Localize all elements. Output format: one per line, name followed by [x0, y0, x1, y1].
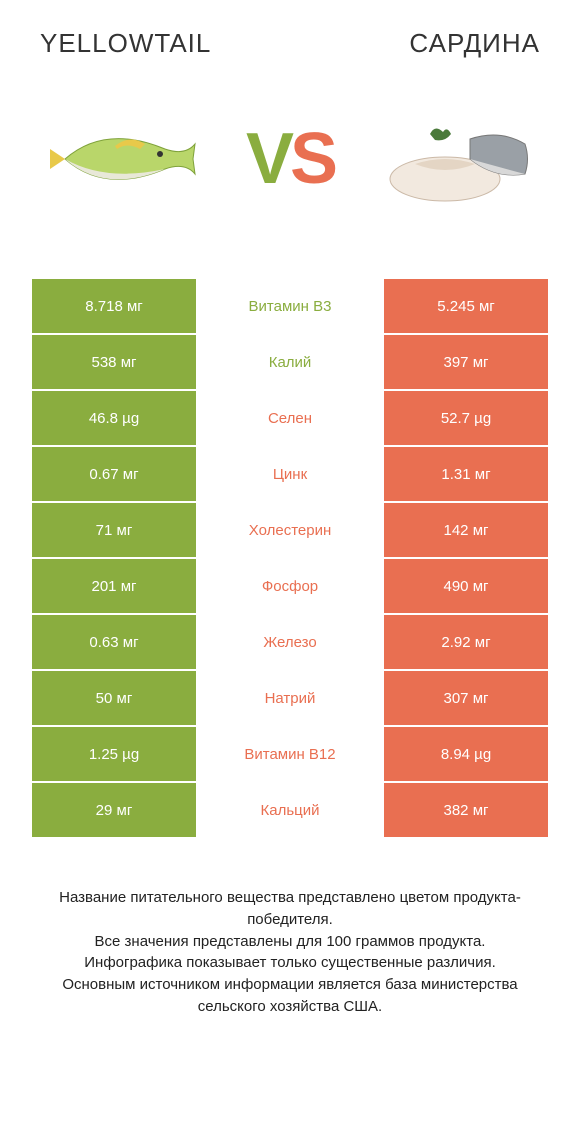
table-row: 538 мгКалий397 мг [32, 335, 548, 391]
footer-line-3: Инфографика показывает только существенн… [30, 952, 550, 974]
right-value-cell: 5.245 мг [384, 279, 548, 333]
sardine-icon [375, 104, 535, 214]
table-row: 50 мгНатрий307 мг [32, 671, 548, 727]
right-value-cell: 382 мг [384, 783, 548, 837]
left-value-cell: 29 мг [32, 783, 196, 837]
nutrient-name-cell: Железо [196, 615, 384, 669]
table-row: 0.67 мгЦинк1.31 мг [32, 447, 548, 503]
left-value-cell: 8.718 мг [32, 279, 196, 333]
nutrient-name-cell: Витамин B3 [196, 279, 384, 333]
table-row: 71 мгХолестерин142 мг [32, 503, 548, 559]
footer-line-2: Все значения представлены для 100 граммо… [30, 931, 550, 953]
table-row: 8.718 мгВитамин B35.245 мг [32, 279, 548, 335]
left-product-title: YELLOWTAIL [40, 28, 211, 59]
header: YELLOWTAIL САРДИНА [0, 0, 580, 59]
right-value-cell: 397 мг [384, 335, 548, 389]
nutrient-name-cell: Витамин B12 [196, 727, 384, 781]
vs-v: V [246, 119, 290, 199]
right-product-image [370, 94, 540, 224]
footer-notes: Название питательного вещества представл… [0, 839, 580, 1018]
left-value-cell: 201 мг [32, 559, 196, 613]
left-value-cell: 538 мг [32, 335, 196, 389]
right-product-title: САРДИНА [409, 28, 540, 59]
left-value-cell: 0.63 мг [32, 615, 196, 669]
vs-s: S [290, 119, 334, 199]
right-value-cell: 142 мг [384, 503, 548, 557]
right-value-cell: 8.94 µg [384, 727, 548, 781]
nutrient-name-cell: Натрий [196, 671, 384, 725]
hero-row: VS [0, 59, 580, 279]
left-value-cell: 50 мг [32, 671, 196, 725]
footer-line-1: Название питательного вещества представл… [30, 887, 550, 931]
table-row: 1.25 µgВитамин B128.94 µg [32, 727, 548, 783]
table-row: 201 мгФосфор490 мг [32, 559, 548, 615]
left-value-cell: 71 мг [32, 503, 196, 557]
right-value-cell: 1.31 мг [384, 447, 548, 501]
vs-label: VS [246, 118, 334, 200]
table-row: 29 мгКальций382 мг [32, 783, 548, 839]
right-value-cell: 2.92 мг [384, 615, 548, 669]
left-value-cell: 1.25 µg [32, 727, 196, 781]
nutrient-name-cell: Селен [196, 391, 384, 445]
footer-line-4: Основным источником информации является … [30, 974, 550, 1018]
table-row: 0.63 мгЖелезо2.92 мг [32, 615, 548, 671]
left-value-cell: 46.8 µg [32, 391, 196, 445]
nutrient-name-cell: Фосфор [196, 559, 384, 613]
right-value-cell: 307 мг [384, 671, 548, 725]
nutrient-name-cell: Цинк [196, 447, 384, 501]
left-value-cell: 0.67 мг [32, 447, 196, 501]
yellowtail-icon [45, 114, 205, 204]
nutrient-name-cell: Калий [196, 335, 384, 389]
left-product-image [40, 94, 210, 224]
nutrient-name-cell: Холестерин [196, 503, 384, 557]
right-value-cell: 490 мг [384, 559, 548, 613]
table-row: 46.8 µgСелен52.7 µg [32, 391, 548, 447]
nutrient-table: 8.718 мгВитамин B35.245 мг538 мгКалий397… [32, 279, 548, 839]
nutrient-name-cell: Кальций [196, 783, 384, 837]
right-value-cell: 52.7 µg [384, 391, 548, 445]
